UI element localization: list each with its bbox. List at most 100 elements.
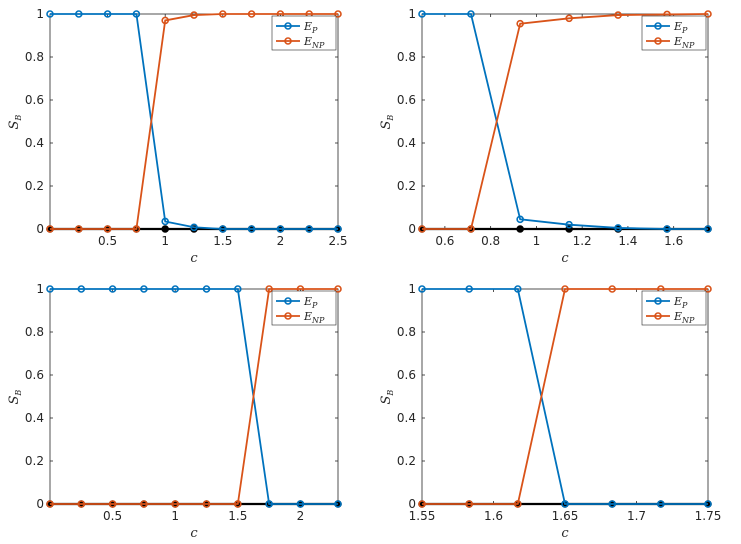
series-e-p <box>46 285 342 508</box>
y-axis-label: SB <box>7 390 23 405</box>
legend-label-main: E <box>303 295 312 308</box>
x-tick-label: 1.75 <box>695 509 722 523</box>
x-tick-label: 1.6 <box>664 234 683 248</box>
legend-label: EP <box>673 20 688 35</box>
data-point <box>46 500 54 508</box>
y-axis-label-text: SB <box>7 115 23 130</box>
x-tick-label: 1.5 <box>213 234 232 248</box>
legend-label-main: E <box>673 20 682 33</box>
legend-label: EP <box>303 295 318 310</box>
y-tick-label: 1 <box>36 282 44 296</box>
data-point <box>140 500 148 508</box>
series-line <box>422 13 709 230</box>
legend-marker <box>284 312 292 320</box>
series-line <box>50 288 338 505</box>
legend-box <box>641 15 707 51</box>
data-point <box>334 500 342 508</box>
data-point <box>77 500 86 508</box>
y-axis-label: SB <box>379 390 395 405</box>
data-point <box>202 285 211 293</box>
series-line <box>50 288 338 505</box>
data-point <box>334 225 342 233</box>
y-tick-label: 0.2 <box>25 454 44 468</box>
y-axis-label: SB <box>7 115 23 130</box>
x-axis-label: c <box>561 251 569 266</box>
data-point <box>514 500 522 508</box>
y-tick-label: 0.8 <box>397 50 416 64</box>
x-tick-label: 0.8 <box>481 234 500 248</box>
data-point <box>467 225 475 233</box>
data-point <box>418 500 426 508</box>
x-tick-label: 1 <box>171 509 179 523</box>
data-point <box>219 225 227 233</box>
legend-label: ENP <box>303 310 325 325</box>
data-point <box>467 10 475 18</box>
y-tick-label: 0.6 <box>397 368 416 382</box>
data-point <box>132 10 141 18</box>
data-point <box>418 10 426 18</box>
x-tick-label: 1.6 <box>484 509 503 523</box>
data-point <box>265 285 273 293</box>
series-e-p <box>418 285 712 508</box>
series-e-np <box>46 285 342 508</box>
data-point <box>234 285 242 293</box>
y-tick-label: 0.6 <box>25 368 44 382</box>
legend-box <box>271 15 337 51</box>
y-tick-label: 0 <box>36 222 44 236</box>
x-tick-label: 2 <box>277 234 285 248</box>
x-tick-label: 0.5 <box>103 509 122 523</box>
legend-marker <box>654 22 662 30</box>
data-point <box>614 11 622 19</box>
data-point <box>608 500 616 508</box>
data-point <box>465 500 473 508</box>
data-point <box>465 285 473 293</box>
legend-label-sub: P <box>311 26 318 35</box>
legend-label: ENP <box>673 35 695 50</box>
series-line <box>422 288 708 505</box>
data-point <box>514 285 522 293</box>
legend-label-main: E <box>303 35 312 48</box>
data-point <box>202 500 211 508</box>
data-point <box>334 10 342 18</box>
legend-label-main: E <box>303 310 312 323</box>
legend-box <box>641 290 707 326</box>
x-tick-label: 0.5 <box>98 234 117 248</box>
series-line <box>50 13 338 230</box>
data-point <box>234 500 242 508</box>
legend-label-sub: NP <box>311 41 325 50</box>
series-e-np <box>418 285 712 508</box>
data-point <box>46 225 54 233</box>
x-tick-label: 1.4 <box>618 234 637 248</box>
x-tick-label: 0.6 <box>435 234 454 248</box>
x-tick-label: 1 <box>161 234 169 248</box>
data-point <box>565 220 573 229</box>
legend-marker <box>284 22 292 30</box>
y-tick-label: 0.4 <box>397 411 416 425</box>
legend-label: ENP <box>673 310 695 325</box>
data-point <box>704 10 712 18</box>
data-point <box>657 500 665 508</box>
x-tick-label: 1.5 <box>228 509 247 523</box>
data-point <box>132 225 141 233</box>
data-point <box>75 225 83 233</box>
legend-box <box>271 290 337 326</box>
legend-label-main: E <box>673 295 682 308</box>
legend-marker <box>284 297 292 305</box>
legend-label-sub: NP <box>311 316 325 325</box>
legend-label-sub: NP <box>681 41 695 50</box>
legend-label-main: E <box>673 310 682 323</box>
data-point <box>663 225 671 233</box>
data-point <box>103 225 112 233</box>
data-point <box>608 285 616 293</box>
y-axis-label: SB <box>379 115 395 130</box>
y-axis-label-text-main: S <box>379 396 394 405</box>
x-tick-label: 1.2 <box>573 234 592 248</box>
data-point <box>75 10 83 18</box>
data-point <box>418 225 426 233</box>
data-point <box>219 10 227 18</box>
